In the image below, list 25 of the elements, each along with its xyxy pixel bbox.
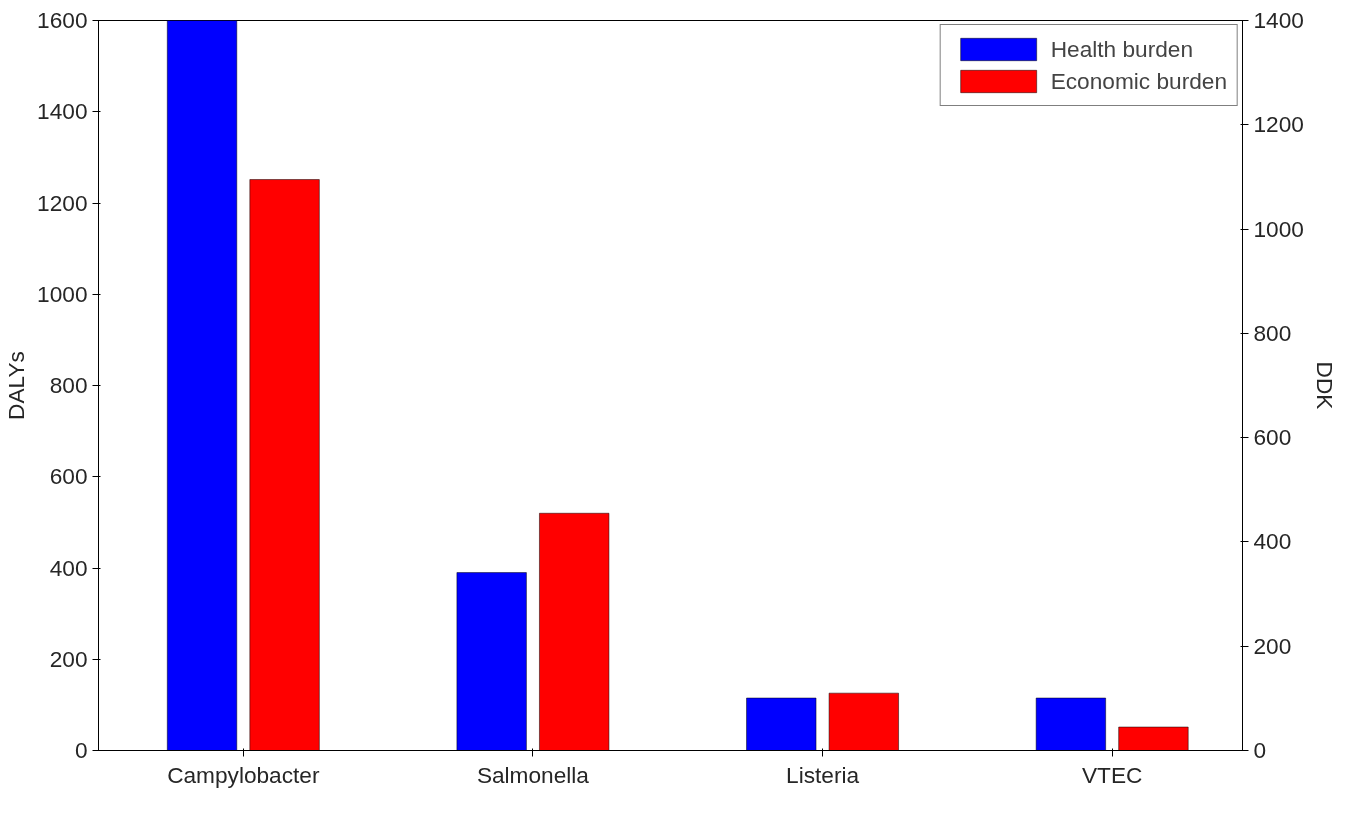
y2-axis-title: DDK [1311, 361, 1338, 410]
y-tick-label: 200 [49, 645, 88, 672]
y2-tick-label: 400 [1253, 528, 1292, 555]
legend-label: Health burden [1050, 35, 1194, 63]
y2-tick-label: 1400 [1253, 7, 1304, 33]
y-tick-label: 1000 [37, 280, 88, 307]
x-tick-label: VTEC [1081, 761, 1143, 788]
legend-label: Economic burden [1050, 67, 1227, 95]
x-tick-label: Campylobacter [167, 761, 320, 788]
y-axis-title: DALYs [3, 351, 30, 420]
y2-tick-label: 200 [1253, 632, 1292, 659]
y-tick-label: 0 [74, 737, 88, 763]
y2-tick-label: 0 [1253, 737, 1267, 763]
x-tick-label: Salmonella [476, 761, 590, 788]
y-tick-label: 1600 [37, 7, 88, 33]
y-tick-label: 600 [49, 463, 88, 490]
y-tick-label: 1200 [37, 189, 88, 216]
y-tick-label: 800 [49, 372, 88, 398]
y2-tick-label: 600 [1253, 424, 1292, 451]
y2-tick-label: 1200 [1253, 111, 1304, 138]
y-tick-label: 1400 [37, 98, 88, 125]
y-tick-label: 400 [49, 554, 88, 581]
y2-tick-label: 800 [1253, 319, 1292, 346]
y2-tick-label: 1000 [1253, 215, 1304, 242]
x-tick-label: Listeria [786, 761, 860, 788]
